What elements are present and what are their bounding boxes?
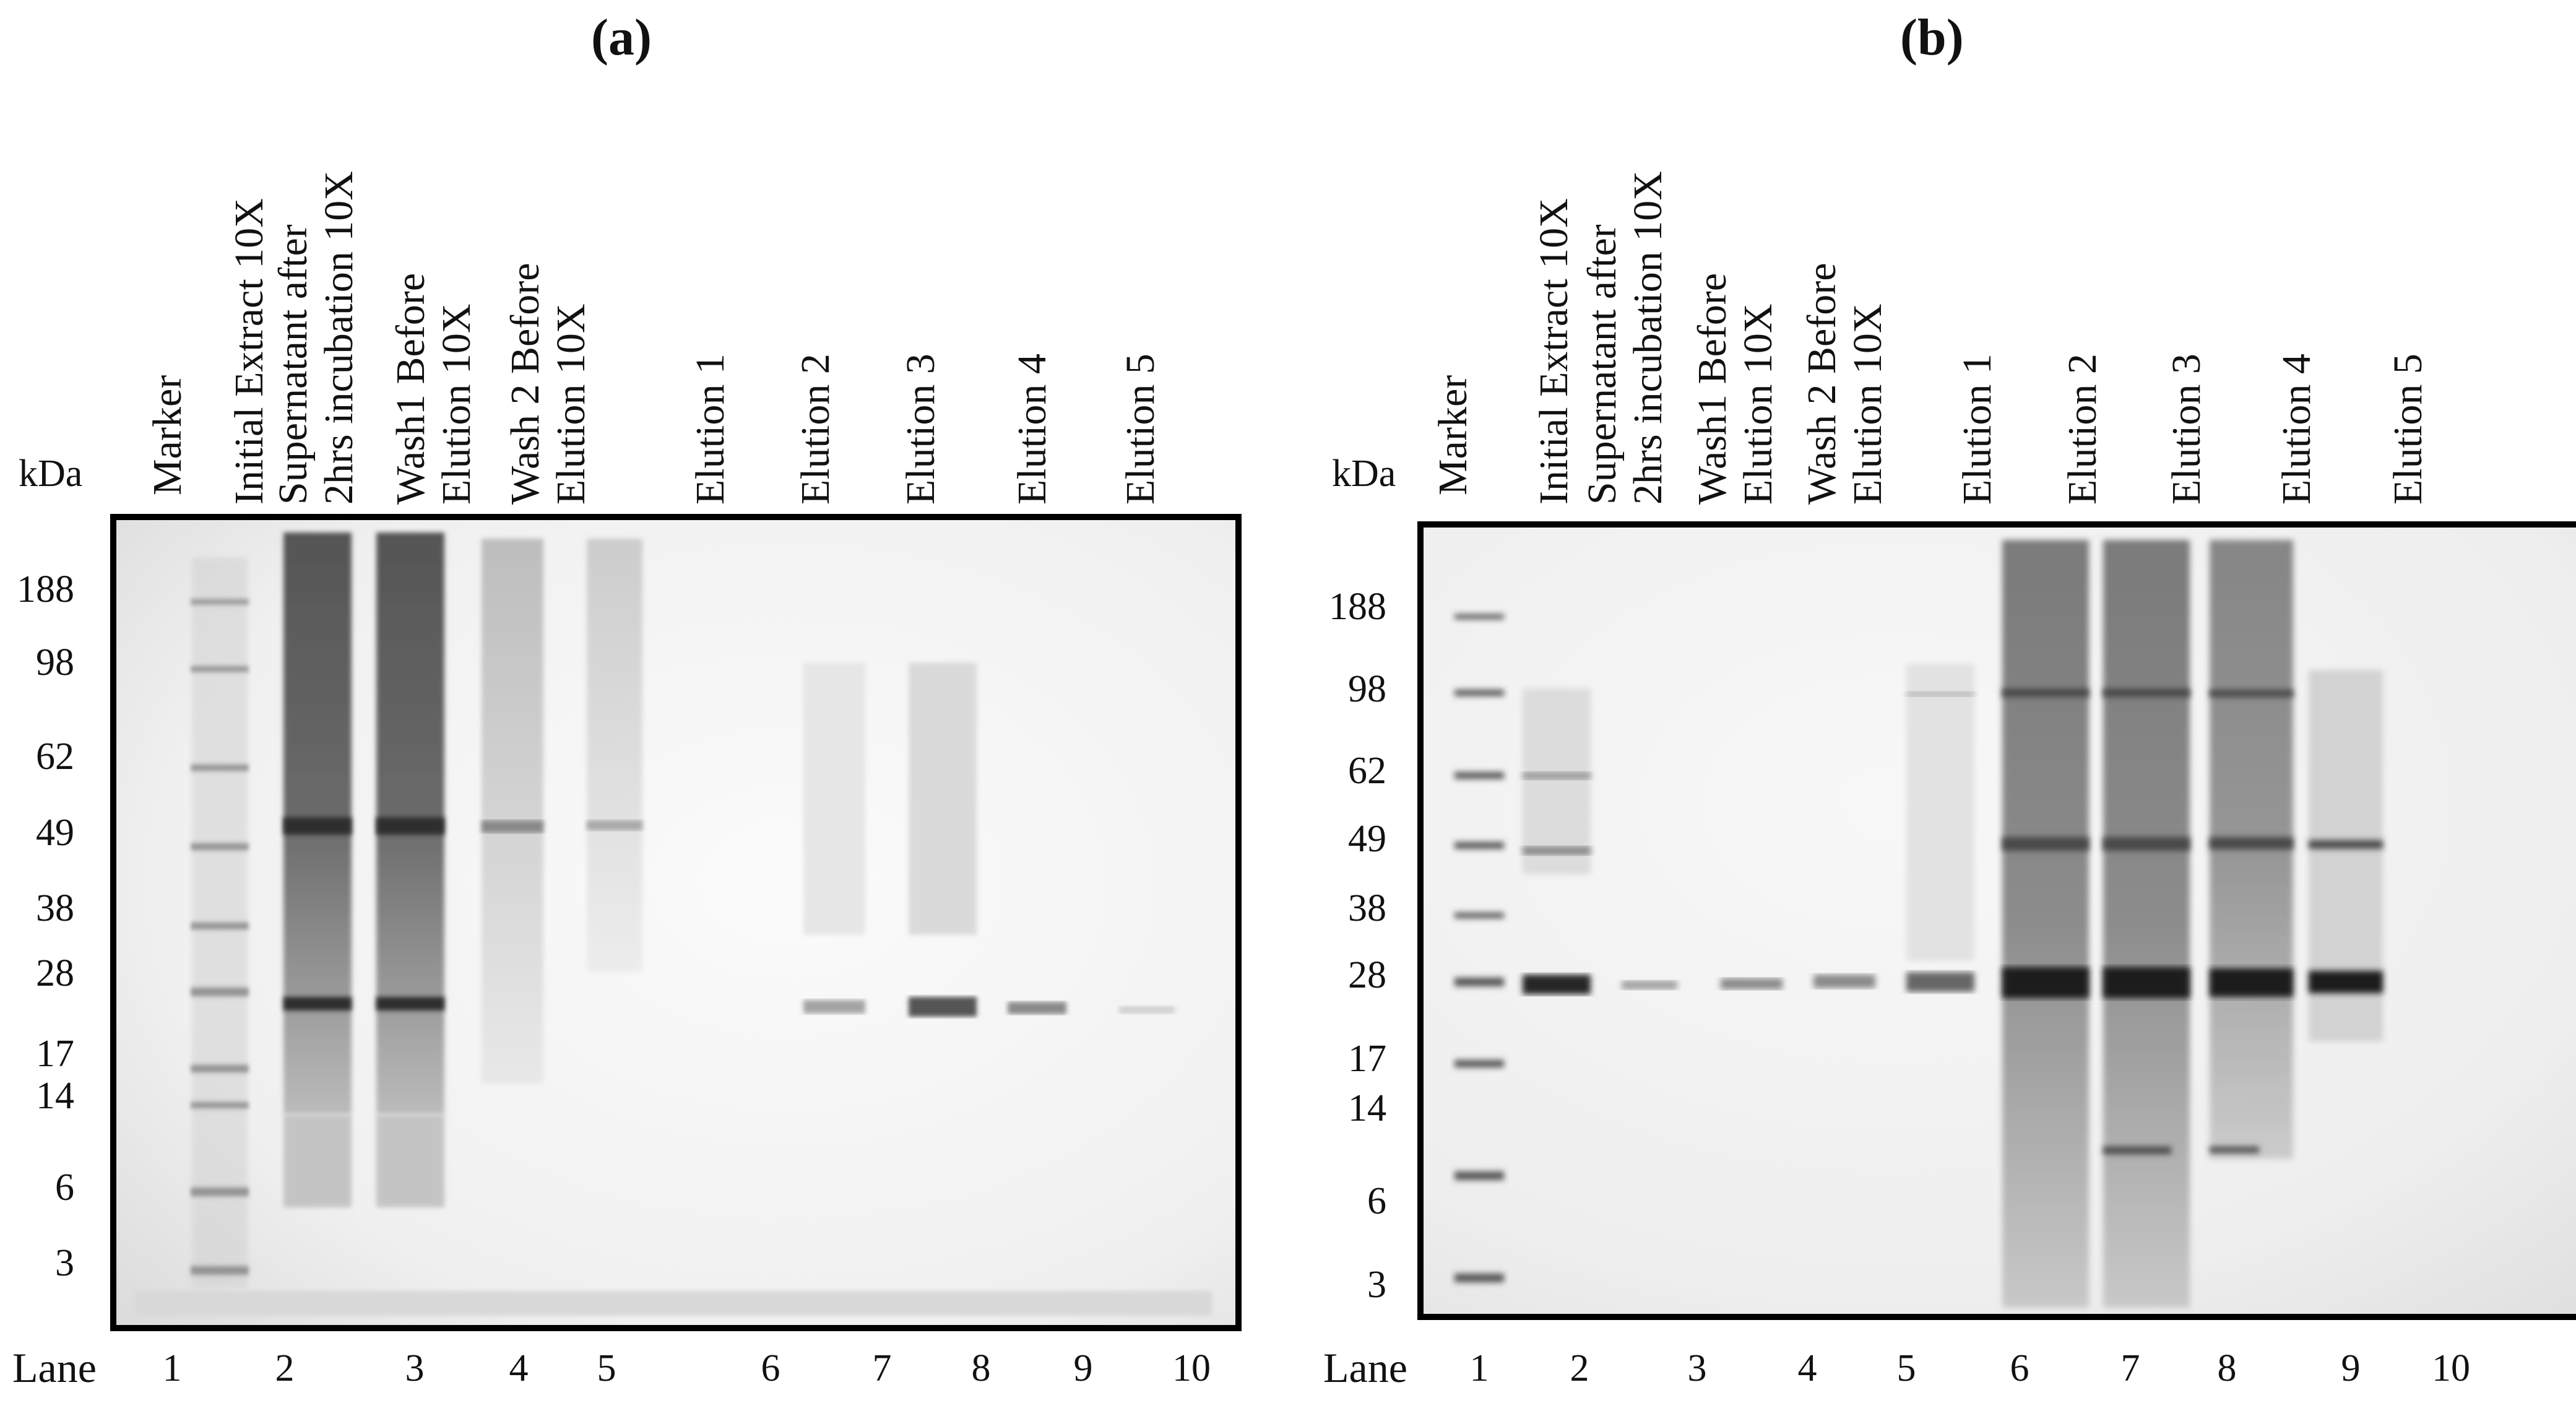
lane-header: Lane [12,1344,97,1391]
mw-49: 49 [1348,818,1386,860]
mw-62: 62 [36,736,74,778]
lane-number: 1 [162,1347,182,1389]
lane-number: 2 [1570,1347,1589,1389]
lane-number: 2 [275,1347,295,1389]
mw-38: 38 [36,887,74,929]
mw-49: 49 [36,812,74,854]
mw-17: 17 [1348,1038,1386,1080]
gel-image-b [1417,521,2576,1320]
mw-6: 6 [55,1166,74,1209]
mw-188: 188 [1329,586,1386,628]
mw-6: 6 [1367,1180,1386,1222]
lane-number: 1 [1469,1347,1489,1389]
mw-28: 28 [1348,954,1386,996]
panel-b: (b) kDa Marker Initial Extract 10X Super… [1287,0,2576,1403]
lane-number: 5 [1896,1347,1916,1389]
lane-number: 6 [2010,1347,2029,1389]
kda-label: kDa [19,453,83,495]
lane-number: 4 [1797,1347,1817,1389]
mw-14: 14 [36,1075,74,1117]
lane-number: 9 [2341,1347,2361,1389]
mw-17: 17 [36,1033,74,1075]
mw-14: 14 [1348,1087,1386,1129]
lane-number: 8 [971,1347,991,1389]
lane-number: 7 [872,1347,892,1389]
lane-number: 4 [509,1347,529,1389]
mw-98: 98 [1348,668,1386,710]
kda-label: kDa [1332,453,1396,495]
lane-number: 9 [1073,1347,1093,1389]
mw-62: 62 [1348,750,1386,792]
lane-header: Lane [1323,1344,1407,1391]
lane-number: 3 [1687,1347,1707,1389]
gel-image-a [110,514,1242,1331]
mw-38: 38 [1348,887,1386,929]
lane-number: 7 [2120,1347,2140,1389]
mw-188: 188 [17,568,74,610]
lane-number: 10 [1172,1347,1211,1389]
mw-3: 3 [55,1242,74,1284]
panel-a-letter: (a) [591,9,652,66]
lane-number: 8 [2217,1347,2237,1389]
mw-28: 28 [36,952,74,994]
lane-number: 6 [761,1347,780,1389]
mw-98: 98 [36,641,74,684]
panel-a: (a) kDa Marker Initial Extract 10X Super… [0,0,1287,1403]
panel-b-letter: (b) [1900,9,1964,66]
lane-number: 10 [2432,1347,2470,1389]
mw-3: 3 [1367,1264,1386,1306]
lane-number: 5 [597,1347,616,1389]
lane-number: 3 [405,1347,425,1389]
